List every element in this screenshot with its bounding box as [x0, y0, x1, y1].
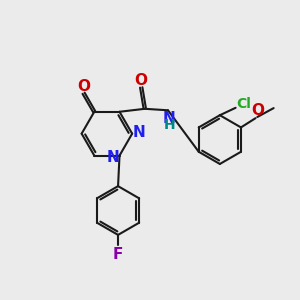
Text: N: N [163, 111, 176, 126]
Text: F: F [113, 247, 123, 262]
Text: O: O [135, 74, 148, 88]
Text: O: O [77, 79, 90, 94]
Text: H: H [164, 118, 175, 132]
Text: N: N [132, 125, 145, 140]
Text: N: N [106, 149, 119, 164]
Text: O: O [251, 103, 264, 118]
Text: Cl: Cl [236, 97, 251, 111]
